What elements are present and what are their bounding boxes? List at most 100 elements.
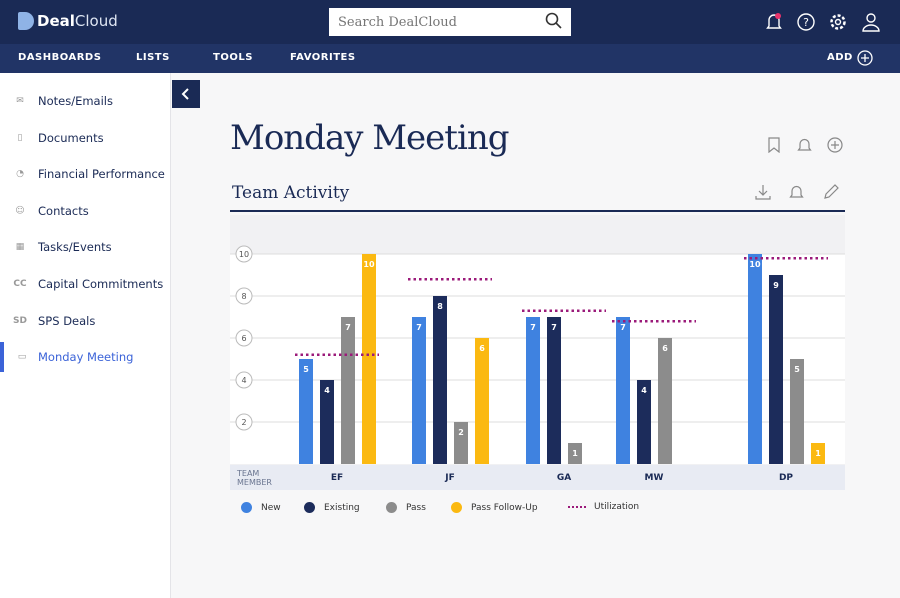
x-axis-title: TEAM MEMBER [236,469,272,487]
search-icon[interactable] [545,12,563,30]
sidebar-item[interactable]: SD SPS Deals [0,306,171,336]
bar-new[interactable] [412,317,426,464]
notification-bell-icon[interactable] [765,12,783,32]
y-tick-badge [235,287,253,305]
sidebar-item[interactable]: ◔ Financial Performance [0,159,171,189]
search-input[interactable] [329,8,571,36]
y-tick-label: 8 [241,292,246,301]
sidebar-item[interactable]: ▭ Monday Meeting [0,342,171,373]
user-profile-icon[interactable] [861,12,881,32]
y-tick-badge [235,413,253,431]
bar-pass[interactable] [568,443,582,464]
sidebar-item-label: Monday Meeting [38,350,134,365]
bar-existing[interactable] [433,296,447,464]
legend-dot-icon [386,502,397,513]
bookmark-icon[interactable] [768,137,780,153]
bar-new[interactable] [526,317,540,464]
y-tick-label: 2 [241,418,246,427]
svg-text:?: ? [803,16,809,29]
bar-new[interactable] [299,359,313,464]
bar-existing[interactable] [547,317,561,464]
add-circle-icon[interactable] [857,50,873,66]
contacts-icon: ☺ [15,205,25,216]
bar-pass[interactable] [454,422,468,464]
bar-value-label: 7 [620,323,626,332]
x-tick-label: GA [557,473,571,483]
sidebar-item[interactable]: ✉ Notes/Emails [0,86,171,116]
nav-favorites[interactable]: FAVORITES [290,52,356,63]
sidebar-item-label: Financial Performance [38,167,165,182]
main-nav: DASHBOARDS LISTS TOOLS FAVORITES ADD [0,44,900,73]
logo-mark-icon [18,12,34,30]
bar-new[interactable] [616,317,630,464]
bar-pass[interactable] [790,359,804,464]
document-icon: ▯ [17,132,23,143]
bar-value-label: 10 [749,260,761,269]
bar-pass[interactable] [658,338,672,464]
briefcase-icon: ▭ [17,352,27,363]
legend-item[interactable]: Pass Follow-Up [451,502,538,513]
bar-value-label: 4 [641,386,647,395]
y-tick-badge [235,371,253,389]
sidebar-item-label: Notes/Emails [38,94,113,108]
team-activity-chart: 2 4 6 8 10 TEAM MEMBER 5 4 7 10 EF 7 8 2 6 JF 7 7 1 GA 7 4 6 MW 1… [230,215,845,490]
sidebar-item-label: Documents [38,130,104,145]
bar-value-label: 10 [363,260,375,269]
bar-value-label: 5 [794,365,800,374]
chevron-left-icon [181,88,189,100]
bell-icon[interactable] [797,137,812,153]
x-axis-band [230,465,845,490]
collapse-sidebar-button[interactable] [172,80,200,108]
sidebar-item[interactable]: ▦ Tasks/Events [0,232,171,262]
bar-value-label: 1 [815,449,821,458]
sidebar-item-label: Tasks/Events [38,240,112,255]
legend-label: New [261,502,281,513]
bar-pass-follow-up[interactable] [362,254,376,464]
legend-label: Pass Follow-Up [471,502,538,513]
bar-value-label: 9 [773,281,779,290]
bar-new[interactable] [748,254,762,464]
pie-chart-icon: ◔ [16,169,24,180]
bar-value-label: 2 [458,428,464,437]
settings-gear-icon[interactable] [828,12,848,32]
bar-value-label: 7 [551,323,557,332]
sidebar-item[interactable]: ▯ Documents [0,123,171,153]
bar-pass-follow-up[interactable] [475,338,489,464]
bar-existing[interactable] [637,380,651,464]
legend-item[interactable]: Existing [304,502,360,513]
add-circle-icon[interactable] [827,137,843,153]
bar-value-label: 4 [324,386,330,395]
cc-icon: CC [13,279,27,289]
bar-value-label: 7 [530,323,536,332]
top-bar: DealCloud ? [0,0,900,44]
legend-item[interactable]: Utilization [568,502,639,512]
legend-item[interactable]: New [241,502,281,513]
section-divider [230,210,845,212]
sidebar-item[interactable]: CC Capital Commitments [0,269,171,299]
bar-existing[interactable] [769,275,783,464]
legend-label: Existing [324,502,360,513]
bar-pass-follow-up[interactable] [811,443,825,464]
legend-dot-icon [304,502,315,513]
y-tick-label: 6 [241,334,246,343]
nav-dashboards[interactable]: DASHBOARDS [18,52,102,63]
legend-label: Utilization [594,502,640,512]
bar-value-label: 8 [437,302,443,311]
nav-lists[interactable]: LISTS [136,52,170,63]
download-icon[interactable] [755,184,771,200]
bar-existing[interactable] [320,380,334,464]
edit-pencil-icon[interactable] [823,184,839,200]
sidebar: ✉ Notes/Emails ▯ Documents ◔ Financial Perfor… [0,73,171,598]
bell-icon[interactable] [789,184,804,200]
sidebar-item[interactable]: ☺ Contacts [0,196,171,226]
bar-value-label: 6 [662,344,668,353]
help-icon[interactable]: ? [796,12,816,32]
envelope-icon: ✉ [16,96,24,106]
legend-item[interactable]: Pass [386,502,426,513]
legend-dotted-line-icon [568,506,586,508]
bar-pass[interactable] [341,317,355,464]
dealcloud-logo[interactable]: Deal Cloud [18,12,118,30]
nav-add-button[interactable]: ADD [827,52,853,63]
nav-tools[interactable]: TOOLS [213,52,253,63]
x-tick-label: DP [779,473,793,483]
